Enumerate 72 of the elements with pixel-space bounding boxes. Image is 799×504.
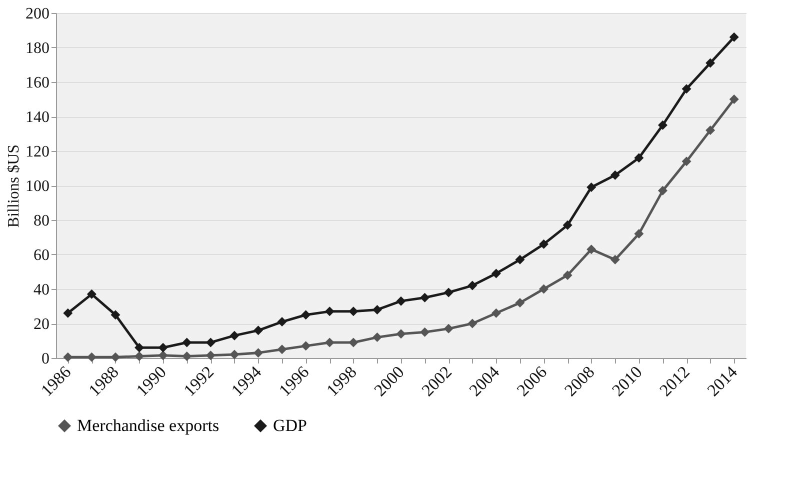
y-tick-label: 140 — [26, 109, 50, 126]
point — [206, 350, 216, 360]
point — [206, 338, 216, 348]
point — [515, 254, 525, 264]
point — [515, 298, 525, 308]
point — [372, 304, 382, 314]
point — [254, 326, 263, 336]
legend-label: Merchandise exports — [77, 416, 220, 435]
point — [706, 126, 716, 136]
point — [254, 348, 263, 358]
point — [63, 308, 73, 318]
point — [444, 324, 454, 334]
y-tick-label: 160 — [26, 74, 50, 92]
point — [729, 32, 739, 42]
point — [468, 318, 478, 328]
point — [729, 94, 739, 104]
point — [348, 306, 358, 316]
point — [182, 338, 192, 348]
point — [230, 350, 240, 360]
point — [706, 58, 716, 68]
point — [658, 120, 668, 130]
legend-label: GDP — [273, 416, 308, 435]
y-tick-label: 100 — [26, 178, 50, 195]
point — [134, 342, 144, 352]
y-tick-label: 40 — [34, 282, 50, 298]
y-tick-label: 80 — [34, 212, 50, 230]
point — [658, 186, 668, 196]
point — [634, 153, 644, 163]
y-tick-label: 20 — [34, 316, 50, 333]
point — [110, 352, 120, 362]
point — [396, 296, 406, 306]
point — [158, 342, 168, 352]
point — [491, 308, 501, 318]
point — [372, 332, 382, 342]
y-tick-label: 0 — [42, 350, 50, 368]
point — [158, 350, 168, 360]
y-tick-label: 180 — [26, 40, 50, 57]
point — [562, 220, 572, 230]
point — [420, 327, 430, 337]
y-axis-title: Billions $US — [6, 144, 22, 228]
point — [324, 306, 334, 316]
point — [562, 270, 572, 280]
point — [682, 84, 692, 94]
point — [491, 268, 501, 278]
point — [348, 338, 358, 348]
point — [539, 239, 548, 249]
point — [86, 352, 96, 362]
y-tick-label: 200 — [26, 6, 50, 22]
point — [324, 338, 334, 348]
point — [586, 182, 596, 192]
point — [63, 352, 73, 362]
point — [182, 352, 192, 362]
point — [682, 156, 692, 166]
y-tick-label: 120 — [26, 144, 50, 160]
point — [110, 310, 120, 320]
point — [301, 341, 311, 351]
point — [230, 330, 240, 340]
point — [396, 329, 406, 339]
point — [610, 170, 620, 180]
point — [134, 352, 144, 362]
point — [539, 284, 548, 294]
point — [610, 254, 620, 264]
point — [586, 244, 596, 254]
point — [86, 289, 96, 299]
point — [277, 344, 287, 354]
point — [420, 292, 430, 302]
y-tick-label: 60 — [34, 247, 50, 264]
point — [277, 317, 287, 327]
point — [634, 229, 644, 239]
point — [301, 310, 311, 320]
point — [444, 288, 454, 298]
point — [468, 280, 478, 290]
